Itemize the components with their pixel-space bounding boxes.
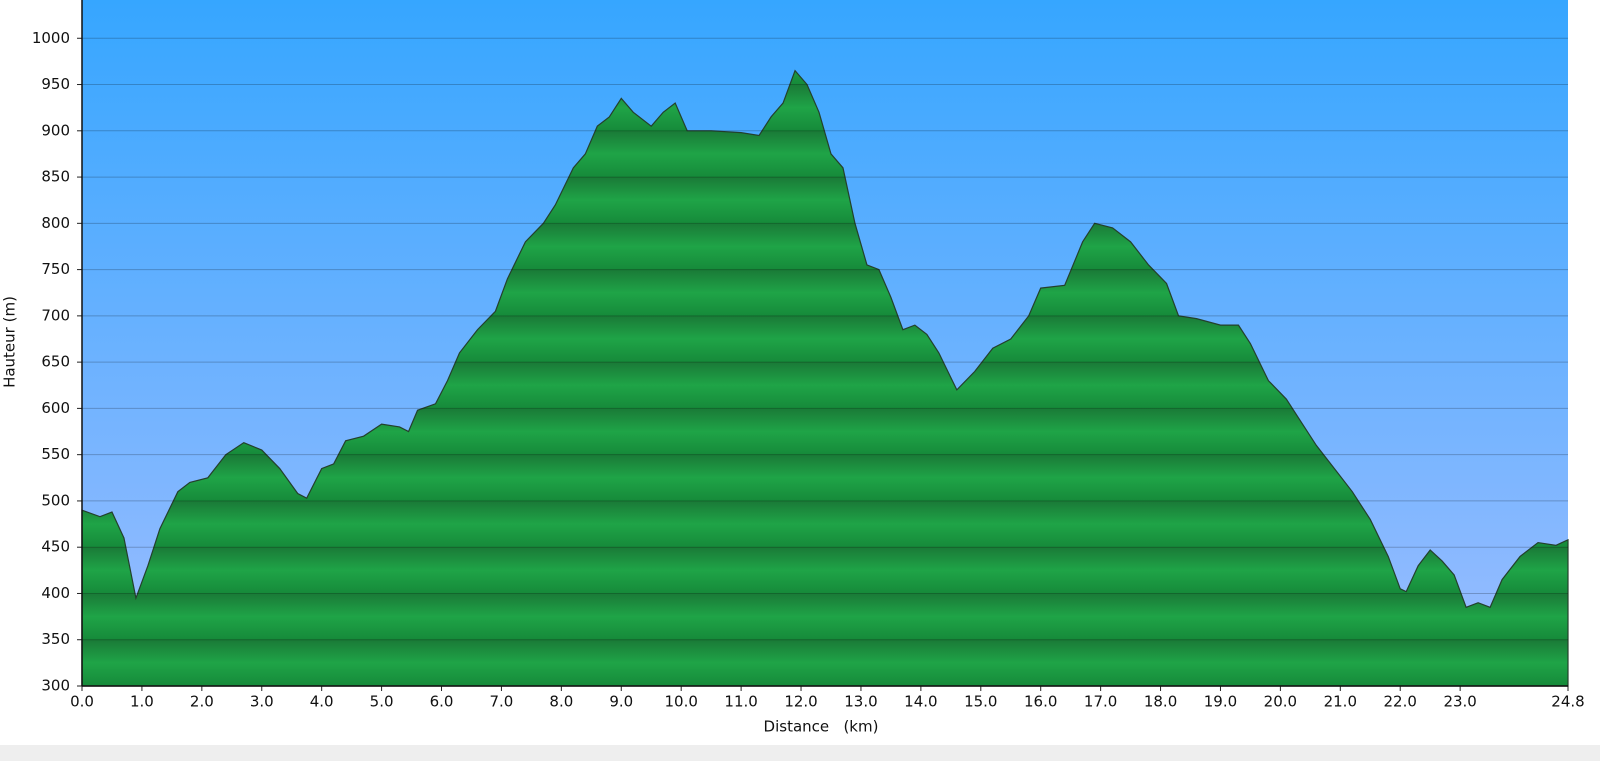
y-tick-label: 300 [41, 677, 70, 695]
x-tick-label: 10.0 [664, 693, 697, 711]
x-tick-label: 1.0 [130, 693, 154, 711]
elevation-area [81, 69, 1569, 687]
x-tick-label: 19.0 [1204, 693, 1237, 711]
y-tick-label: 1000 [32, 29, 70, 47]
y-tick-label: 350 [41, 630, 70, 648]
x-tick-label: 3.0 [250, 693, 274, 711]
x-tick-label: 12.0 [784, 693, 817, 711]
x-tick-label: 8.0 [549, 693, 573, 711]
x-tick-label: 4.0 [310, 693, 334, 711]
x-tick-label: 20.0 [1264, 693, 1297, 711]
y-tick-label: 750 [41, 260, 70, 278]
x-tick-label: 21.0 [1324, 693, 1357, 711]
x-tick-label: 5.0 [370, 693, 394, 711]
x-axis-label: Distance (km) [764, 718, 879, 736]
x-tick-label: 14.0 [904, 693, 937, 711]
y-tick-label: 950 [41, 75, 70, 93]
x-tick-label: 24.8 [1551, 693, 1584, 711]
x-tick-label: 11.0 [724, 693, 757, 711]
x-tick-label: 9.0 [609, 693, 633, 711]
y-tick-label: 550 [41, 445, 70, 463]
x-tick-label: 7.0 [490, 693, 514, 711]
y-tick-label: 850 [41, 168, 70, 186]
x-tick-label: 15.0 [964, 693, 997, 711]
y-tick-label: 650 [41, 353, 70, 371]
x-tick-label: 6.0 [430, 693, 454, 711]
x-tick-label: 0.0 [70, 693, 94, 711]
footer-strip [0, 745, 1600, 761]
y-tick-label: 1050 [32, 0, 70, 1]
y-tick-label: 500 [41, 491, 70, 509]
x-tick-label: 22.0 [1384, 693, 1417, 711]
x-tick-label: 23.0 [1443, 693, 1476, 711]
y-axis-label: Hauteur (m) [1, 296, 19, 388]
y-tick-label: 450 [41, 538, 70, 556]
y-tick-label: 700 [41, 306, 70, 324]
x-tick-label: 2.0 [190, 693, 214, 711]
y-tick-label: 400 [41, 584, 70, 602]
x-tick-label: 16.0 [1024, 693, 1057, 711]
y-tick-label: 800 [41, 214, 70, 232]
x-tick-label: 17.0 [1084, 693, 1117, 711]
x-tick-label: 18.0 [1144, 693, 1177, 711]
x-tick-label: 13.0 [844, 693, 877, 711]
y-tick-label: 900 [41, 121, 70, 139]
y-tick-label: 600 [41, 399, 70, 417]
